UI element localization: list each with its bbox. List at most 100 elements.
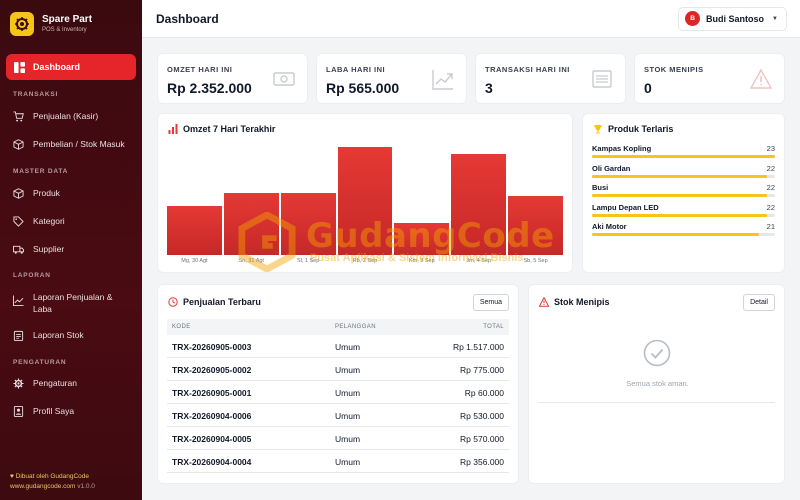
table-row[interactable]: TRX-20260905-0002 Umum Rp 775.000 — [167, 358, 509, 381]
column-header-kode: KODE — [172, 324, 191, 330]
sidebar-item-label: Produk — [33, 188, 60, 198]
stat-value: 0 — [644, 80, 652, 96]
low-stock-title: Stok Menipis — [554, 297, 610, 307]
sale-total: Rp 570.000 — [460, 434, 504, 444]
stat-card-stok: STOK MENIPIS 0 — [634, 53, 785, 104]
card-title: Stok Menipis — [539, 297, 610, 307]
product-progress-fill — [592, 233, 760, 236]
sidebar-item-laporan-stok[interactable]: Laporan Stok — [13, 329, 133, 341]
chart-x-label: Sn, 31 Agt — [238, 258, 264, 264]
stat-label: STOK MENIPIS — [644, 65, 704, 74]
footer-credit: ♥ Dibuat oleh GudangCode www.gudangcode.… — [10, 472, 95, 492]
chart-x-label: Jm, 4 Sep — [466, 258, 492, 264]
chart-bar — [394, 223, 450, 255]
view-all-sales-button[interactable]: Semua — [472, 294, 509, 311]
table-row[interactable]: TRX-20260904-0004 Umum Rp 356.000 — [167, 450, 509, 473]
product-qty: 22 — [766, 202, 775, 212]
sidebar-item-laporan-penjualan[interactable]: Laporan Penjualan & Laba — [13, 291, 133, 315]
sale-code: TRX-20260904-0006 — [172, 411, 252, 421]
empty-state-text: Semua stok aman. — [626, 379, 689, 388]
sale-total: Rp 60.000 — [464, 388, 504, 398]
warning-icon — [539, 297, 549, 307]
low-stock-detail-button[interactable]: Detail — [743, 294, 775, 311]
user-menu-button[interactable]: B Budi Santoso ▼ — [678, 6, 787, 31]
sale-customer: Umum — [335, 411, 361, 421]
chart-bar — [337, 147, 393, 255]
bar-chart-icon — [168, 124, 178, 134]
column-header-total: TOTAL — [483, 324, 504, 330]
chart-x-label: Mg, 30 Agt — [181, 258, 208, 264]
chart-bar — [508, 196, 563, 255]
chart-line-icon — [13, 295, 24, 306]
chart-x-label: Sb, 5 Sep — [523, 258, 548, 264]
truck-icon — [13, 245, 24, 254]
sidebar-item-pembelian[interactable]: Pembelian / Stok Masuk — [13, 138, 133, 150]
sidebar-item-label: Pembelian / Stok Masuk — [33, 139, 125, 149]
trophy-icon — [593, 125, 603, 134]
table-row[interactable]: TRX-20260905-0001 Umum Rp 60.000 — [167, 381, 509, 404]
sidebar-item-supplier[interactable]: Supplier — [13, 243, 133, 255]
card-title: Omzet 7 Hari Terakhir — [168, 124, 275, 134]
sidebar-item-label: Pengaturan — [33, 378, 77, 388]
footer-version: v1.0.0 — [75, 483, 95, 490]
recent-sales-title: Penjualan Terbaru — [183, 297, 261, 307]
gear-icon — [13, 377, 24, 389]
table-row[interactable]: TRX-20260905-0003 Umum Rp 1.517.000 — [167, 335, 509, 358]
sales-table-header: KODE PELANGGAN TOTAL — [167, 319, 509, 335]
section-pengaturan: PENGATURAN — [13, 359, 67, 366]
stat-value: Rp 565.000 — [326, 80, 400, 96]
avatar: B — [685, 11, 701, 26]
table-row[interactable]: TRX-20260904-0005 Umum Rp 570.000 — [167, 427, 509, 450]
sale-total: Rp 530.000 — [460, 411, 504, 421]
stat-card-laba: LABA HARI INI Rp 565.000 — [316, 53, 467, 104]
product-progress-fill — [592, 213, 768, 217]
brand: Spare Part POS & Inventory — [0, 0, 142, 38]
page-title: Dashboard — [156, 11, 219, 26]
chart-bar — [280, 192, 336, 255]
sidebar-item-label: Laporan Penjualan & Laba — [33, 292, 113, 314]
sale-total: Rp 1.517.000 — [452, 342, 504, 352]
chart-x-label: Km, 3 Sep — [409, 258, 435, 264]
sidebar-item-dashboard[interactable]: Dashboard — [6, 54, 136, 80]
topbar: Dashboard B Budi Santoso ▼ — [142, 0, 800, 38]
tag-icon — [13, 215, 24, 227]
stat-label: LABA HARI INI — [326, 65, 386, 74]
chart-bar — [167, 206, 222, 255]
sale-customer: Umum — [335, 388, 361, 398]
low-stock-card: Stok Menipis Detail Semua stok aman. — [528, 284, 785, 484]
product-progress-track — [592, 155, 775, 158]
column-header-pelanggan: PELANGGAN — [335, 324, 376, 330]
product-qty: 22 — [766, 163, 775, 173]
product-progress-track — [592, 213, 775, 217]
product-progress-fill — [592, 174, 768, 178]
product-qty: 23 — [766, 144, 775, 153]
product-progress-fill — [592, 194, 768, 197]
dashboard-icon — [14, 61, 25, 73]
sidebar-item-kategori[interactable]: Kategori — [13, 215, 133, 227]
card-title: Produk Terlaris — [593, 124, 673, 134]
stat-label: TRANSAKSI HARI INI — [485, 65, 570, 74]
product-name: Busi — [592, 183, 609, 192]
sidebar: Spare Part POS & Inventory Dashboard TRA… — [0, 0, 142, 500]
sale-code: TRX-20260904-0004 — [172, 457, 252, 467]
sidebar-item-produk[interactable]: Produk — [13, 187, 133, 199]
sale-total: Rp 775.000 — [460, 365, 504, 375]
sidebar-item-label: Supplier — [33, 244, 65, 254]
chart-x-label: Sl, 1 Sep — [296, 258, 320, 264]
stat-value: Rp 2.352.000 — [167, 80, 252, 96]
table-row[interactable]: TRX-20260904-0006 Umum Rp 530.000 — [167, 404, 509, 427]
sidebar-item-pengaturan[interactable]: Pengaturan — [13, 377, 133, 389]
product-progress-track — [592, 233, 775, 236]
sidebar-item-label: Kategori — [33, 216, 65, 226]
clipboard-icon — [13, 330, 24, 341]
app-subtitle: POS & Inventory — [42, 26, 87, 33]
sidebar-item-penjualan[interactable]: Penjualan (Kasir) — [13, 110, 133, 122]
sidebar-item-profil[interactable]: Profil Saya — [13, 405, 133, 417]
footer-site-link[interactable]: www.gudangcode.com — [10, 483, 76, 490]
warning-icon — [750, 68, 772, 89]
gear-logo-icon — [10, 12, 34, 36]
stat-label: OMZET HARI INI — [167, 65, 233, 74]
section-transaksi: TRANSAKSI — [13, 91, 59, 98]
sidebar-item-label: Dashboard — [33, 62, 81, 72]
box-icon — [13, 138, 24, 150]
